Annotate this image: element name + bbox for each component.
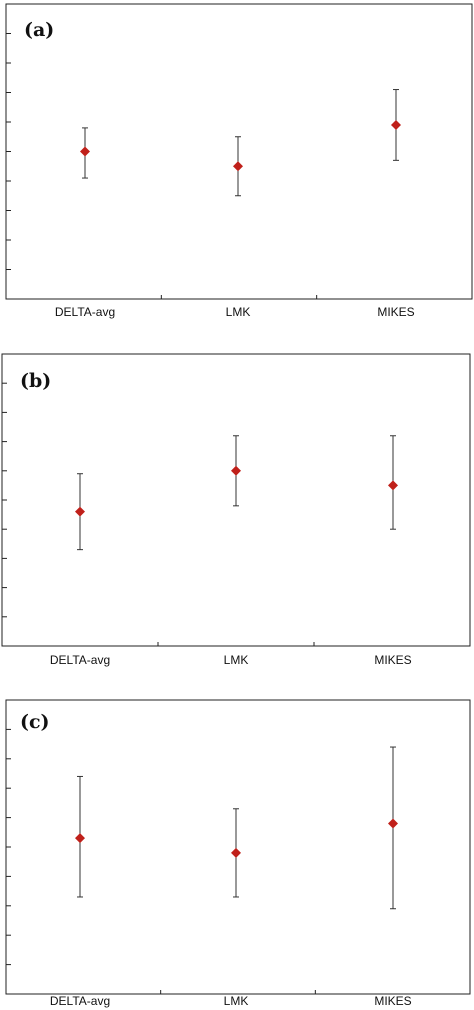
x-tick-label: MIKES bbox=[374, 994, 411, 1008]
panel-label: (a) bbox=[24, 19, 54, 41]
data-point bbox=[75, 506, 85, 517]
x-tick-label: MIKES bbox=[374, 653, 411, 667]
panel-label: (b) bbox=[20, 370, 51, 392]
data-point bbox=[231, 847, 241, 858]
data-point bbox=[80, 146, 90, 157]
data-point bbox=[388, 480, 398, 491]
x-tick-label: LMK bbox=[226, 305, 251, 319]
data-point bbox=[388, 818, 398, 829]
chart-panel-c: (c) DELTA-avg LMK MIKES bbox=[5, 699, 471, 1008]
x-tick-label: MIKES bbox=[377, 305, 414, 319]
x-tick-label: DELTA-avg bbox=[50, 653, 110, 667]
x-tick-label: LMK bbox=[224, 994, 249, 1008]
data-point bbox=[231, 465, 241, 476]
plot-frame bbox=[5, 699, 471, 995]
data-point bbox=[75, 833, 85, 844]
chart-panel-a: (a) DELTA-avg LMK MIKES bbox=[5, 3, 473, 319]
chart-panel-b: (b) DELTA-avg LMK MIKES bbox=[1, 353, 471, 667]
data-point bbox=[233, 161, 243, 172]
x-tick-label: DELTA-avg bbox=[50, 994, 110, 1008]
x-tick-label: DELTA-avg bbox=[55, 305, 115, 319]
data-point bbox=[391, 119, 401, 130]
panel-label: (c) bbox=[20, 711, 50, 733]
x-tick-label: LMK bbox=[224, 653, 249, 667]
plot-frame bbox=[5, 3, 473, 300]
